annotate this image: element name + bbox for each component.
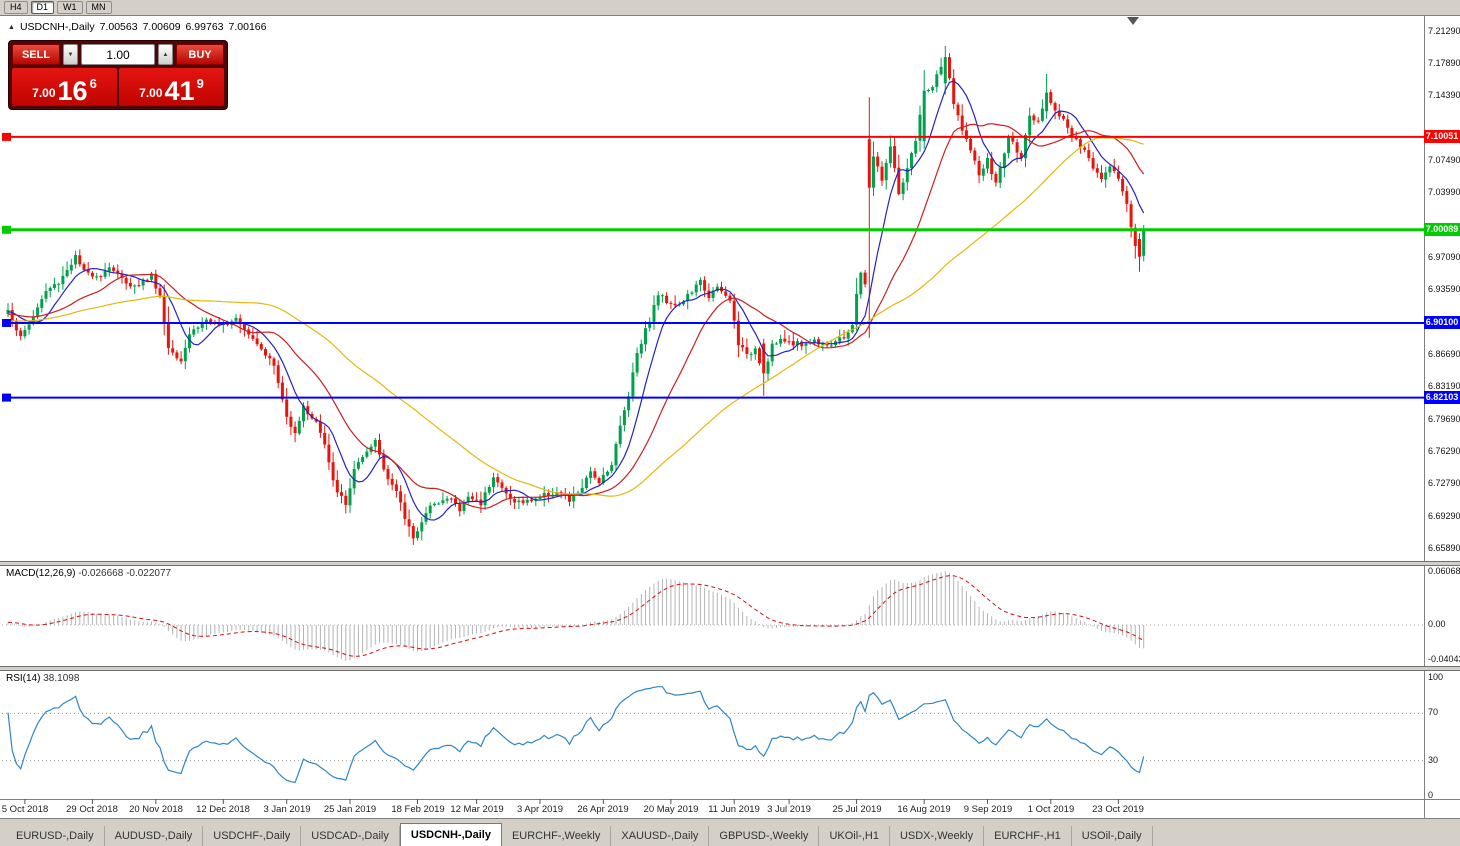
one-click-collapse-icon[interactable]: ▲ <box>8 23 15 31</box>
ma-55-line <box>7 136 1144 497</box>
chart-symbol-label: USDCNH-,Daily <box>19 21 95 33</box>
ma-8-line <box>7 80 1145 521</box>
macd-label: MACD(12,26,9) -0.026668 -0.022077 <box>6 568 172 579</box>
chart-tab-gbpusd-weekly[interactable]: GBPUSD-,Weekly <box>709 826 820 846</box>
chart-tab-usoil-daily[interactable]: USOil-,Daily <box>1072 826 1153 846</box>
ask-pips: 41 <box>164 76 195 106</box>
ohlc-close: 7.00166 <box>228 21 267 33</box>
chart-shift-marker-icon <box>1127 17 1139 25</box>
timeframe-button-d1[interactable]: D1 <box>30 1 55 14</box>
rsi-window-divider[interactable] <box>0 666 1460 671</box>
chart-tab-usdcnh-daily[interactable]: USDCNH-,Daily <box>399 823 502 846</box>
bid-point: 6 <box>89 76 97 91</box>
ohlc-high: 7.00609 <box>142 21 181 33</box>
chart-title: ▲ USDCNH-,Daily 7.00563 7.00609 6.99763 … <box>8 21 266 33</box>
timeframe-toolbar: H4 D1 W1 MN <box>0 0 1460 16</box>
volume-input[interactable] <box>81 44 155 65</box>
chart-tab-xauusd-daily[interactable]: XAUUSD-,Daily <box>611 826 710 846</box>
rsi-label: RSI(14) 38.1098 <box>6 673 80 684</box>
ask-prefix: 7.00 <box>139 86 163 100</box>
macd-signal-line <box>7 575 1144 657</box>
bid-price[interactable]: 7.00 16 6 <box>12 68 117 106</box>
timeframe-button-h4[interactable]: H4 <box>4 1 28 14</box>
timeframe-button-w1[interactable]: W1 <box>57 1 83 14</box>
macd-histogram <box>7 571 1145 661</box>
ohlc-low: 6.99763 <box>185 21 224 33</box>
one-click-trading-panel: SELL ▼ ▲ BUY 7.00 16 6 7.00 41 9 <box>8 40 228 110</box>
chart-tab-usdx-weekly[interactable]: USDX-,Weekly <box>890 826 985 846</box>
bid-pips: 16 <box>57 76 88 106</box>
chart-tab-usdcad-daily[interactable]: USDCAD-,Daily <box>301 826 400 846</box>
candles <box>6 45 1146 545</box>
bid-prefix: 7.00 <box>32 86 56 100</box>
buy-button[interactable]: BUY <box>176 44 224 65</box>
ma-21-line <box>7 123 1145 509</box>
chart-tab-eurchf-weekly[interactable]: EURCHF-,Weekly <box>502 826 612 846</box>
chart-tabs: EURUSD-,Daily AUDUSD-,Daily USDCHF-,Daily U… <box>6 823 1153 846</box>
rsi-line <box>7 686 1145 784</box>
chart-tab-usdchf-daily[interactable]: USDCHF-,Daily <box>203 826 302 846</box>
ask-point: 9 <box>196 76 204 91</box>
volume-increase-button[interactable]: ▲ <box>158 44 173 65</box>
chart-tab-eurchf-h1[interactable]: EURCHF-,H1 <box>984 826 1072 846</box>
ohlc-open: 7.00563 <box>99 21 138 33</box>
chart-tab-eurusd-daily[interactable]: EURUSD-,Daily <box>6 826 105 846</box>
chart-tab-ukoil-h1[interactable]: UKOil-,H1 <box>819 826 890 846</box>
macd-window-divider[interactable] <box>0 561 1460 566</box>
sell-button[interactable]: SELL <box>12 44 60 65</box>
timeframe-button-mn[interactable]: MN <box>85 1 112 14</box>
timeframe-buttons: H4 D1 W1 MN <box>4 1 112 14</box>
chart-tab-audusd-daily[interactable]: AUDUSD-,Daily <box>105 826 204 846</box>
volume-decrease-button[interactable]: ▼ <box>63 44 78 65</box>
ask-price[interactable]: 7.00 41 9 <box>119 68 224 106</box>
chart-tab-bar: EURUSD-,Daily AUDUSD-,Daily USDCHF-,Daily U… <box>0 818 1460 846</box>
